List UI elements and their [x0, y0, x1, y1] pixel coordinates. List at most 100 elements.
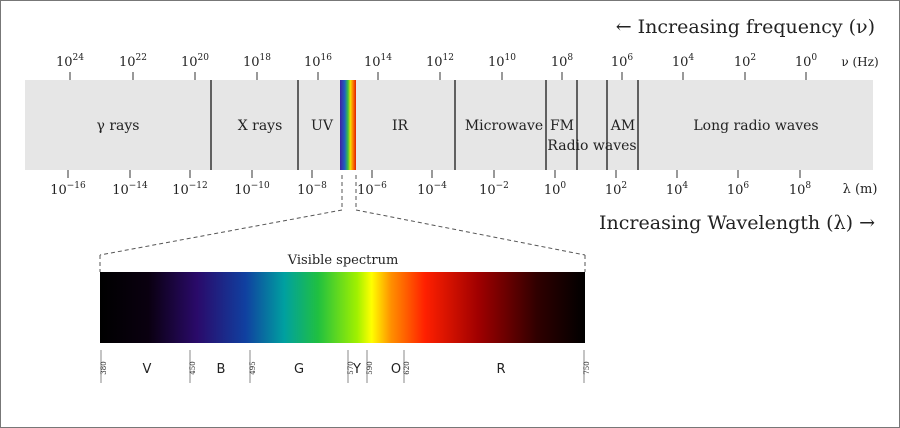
wavelength-tick-label: 10−6 [357, 181, 387, 198]
wavelength-tick-label-exp: 6 [743, 181, 749, 191]
visible-tick-label: 590 [366, 361, 374, 374]
frequency-tick-label-base: 10 [611, 55, 628, 70]
band-label: AM [610, 118, 635, 134]
frequency-tick-label-exp: 2 [750, 53, 756, 63]
wavelength-tick-label: 10−10 [234, 181, 270, 198]
wavelength-tick-label: 108 [789, 181, 812, 198]
wavelength-tick-label-exp: 0 [560, 181, 566, 191]
wavelength-tick-label-base: 10 [50, 183, 67, 198]
wavelength-tick-label-exp: −16 [67, 181, 86, 191]
frequency-tick-label-base: 10 [181, 55, 198, 70]
wavelength-tick-label-exp: −10 [251, 181, 270, 191]
frequency-tick-label-exp: 20 [198, 53, 210, 63]
visible-color-label: O [391, 362, 401, 377]
frequency-tick-label: 1010 [488, 53, 516, 70]
frequency-tick-label: 108 [551, 53, 574, 70]
band-label: γ rays [97, 118, 140, 134]
frequency-tick-label: 106 [611, 53, 634, 70]
frequency-header: ← Increasing frequency (ν) [616, 16, 875, 38]
wavelength-tick-label-exp: −6 [374, 181, 388, 191]
frequency-tick-label: 104 [672, 53, 695, 70]
frequency-tick-label-exp: 14 [381, 53, 393, 63]
wavelength-tick-label-base: 10 [417, 183, 434, 198]
frequency-tick-label-base: 10 [56, 55, 73, 70]
wavelength-tick-label-base: 10 [357, 183, 374, 198]
wavelength-tick-label-base: 10 [666, 183, 683, 198]
visible-tick-label: 450 [189, 361, 197, 374]
wavelength-footer: Increasing Wavelength (λ) → [599, 212, 875, 234]
band-label: IR [392, 118, 409, 134]
frequency-tick-label-exp: 22 [136, 53, 147, 63]
frequency-tick-label-exp: 18 [260, 53, 272, 63]
wavelength-tick-label-base: 10 [172, 183, 189, 198]
wavelength-tick-label: 106 [727, 181, 750, 198]
frequency-tick-label: 1016 [304, 53, 332, 70]
frequency-tick-label-base: 10 [672, 55, 689, 70]
frequency-tick-label-exp: 12 [443, 53, 454, 63]
band-label: Long radio waves [693, 118, 818, 134]
frequency-tick-label: 102 [734, 53, 756, 70]
wavelength-tick-label: 10−4 [417, 181, 447, 198]
wavelength-tick-label-exp: −14 [129, 181, 148, 191]
visible-tick-label: 750 [583, 361, 591, 374]
frequency-tick-label-base: 10 [119, 55, 136, 70]
frequency-tick-label-base: 10 [488, 55, 505, 70]
wavelength-unit: λ (m) [843, 182, 878, 197]
wavelength-tick-label-base: 10 [605, 183, 622, 198]
wavelength-tick-label-base: 10 [544, 183, 561, 198]
frequency-tick-label-exp: 4 [688, 53, 694, 63]
frequency-tick-label: 1022 [119, 53, 147, 70]
frequency-tick-label-base: 10 [426, 55, 443, 70]
wavelength-tick-label: 100 [544, 181, 567, 198]
band-label: X rays [238, 118, 283, 134]
wavelength-tick-label: 10−14 [112, 181, 148, 198]
wavelength-tick-label-exp: −12 [189, 181, 208, 191]
frequency-tick-label-exp: 0 [811, 53, 817, 63]
wavelength-tick-label: 102 [605, 181, 627, 198]
wavelength-tick-label-exp: 2 [621, 181, 627, 191]
frequency-tick-label: 1018 [243, 53, 271, 70]
wavelength-tick-label-exp: −2 [496, 181, 509, 191]
wavelength-tick-label-exp: −4 [434, 181, 448, 191]
visible-title: Visible spectrum [287, 253, 399, 268]
frequency-tick-label-exp: 8 [567, 53, 573, 63]
wavelength-tick-label-exp: 4 [682, 181, 688, 191]
frequency-tick-label: 1014 [364, 53, 392, 70]
wavelength-tick-label-exp: 8 [805, 181, 811, 191]
wavelength-tick-label: 10−12 [172, 181, 208, 198]
wavelength-tick-label-base: 10 [112, 183, 129, 198]
frequency-tick-label-exp: 24 [73, 53, 85, 63]
wavelength-tick-label: 10−8 [297, 181, 327, 198]
visible-tick-label: 620 [403, 361, 411, 374]
band-dividers [210, 80, 639, 170]
frequency-unit: ν (Hz) [841, 55, 878, 69]
visible-color-label: B [217, 362, 226, 377]
band-label: Microwave [465, 118, 543, 134]
frequency-tick-label: 100 [795, 53, 818, 70]
band-label: FM [550, 118, 574, 134]
zoom-lines [99, 175, 586, 272]
labels: 1024 1022 1020 1018 1016 1014 1012 1010 108 106 10… [50, 53, 819, 383]
visible-gradient [100, 272, 585, 343]
visible-color-label: Y [352, 362, 361, 377]
frequency-tick-label-base: 10 [551, 55, 568, 70]
wavelength-tick-label-base: 10 [234, 183, 251, 198]
wavelength-tick-label-base: 10 [297, 183, 314, 198]
band-label: UV [311, 118, 334, 134]
visible-tick-label: 380 [100, 361, 108, 374]
wavelength-tick-label: 104 [666, 181, 689, 198]
wavelength-tick-label: 10−2 [479, 181, 509, 198]
wavelength-tick-label: 10−16 [50, 181, 86, 198]
wavelength-tick-label-base: 10 [789, 183, 806, 198]
frequency-tick-label-base: 10 [364, 55, 381, 70]
frequency-tick-label-base: 10 [734, 55, 751, 70]
visible-color-label: R [496, 362, 505, 377]
band-label: Radio waves [547, 138, 636, 154]
visible-color-label: G [294, 362, 304, 377]
frequency-tick-label-exp: 6 [627, 53, 633, 63]
frequency-tick-label-base: 10 [304, 55, 321, 70]
frequency-tick-label-exp: 10 [505, 53, 517, 63]
frequency-tick-label: 1012 [426, 53, 454, 70]
